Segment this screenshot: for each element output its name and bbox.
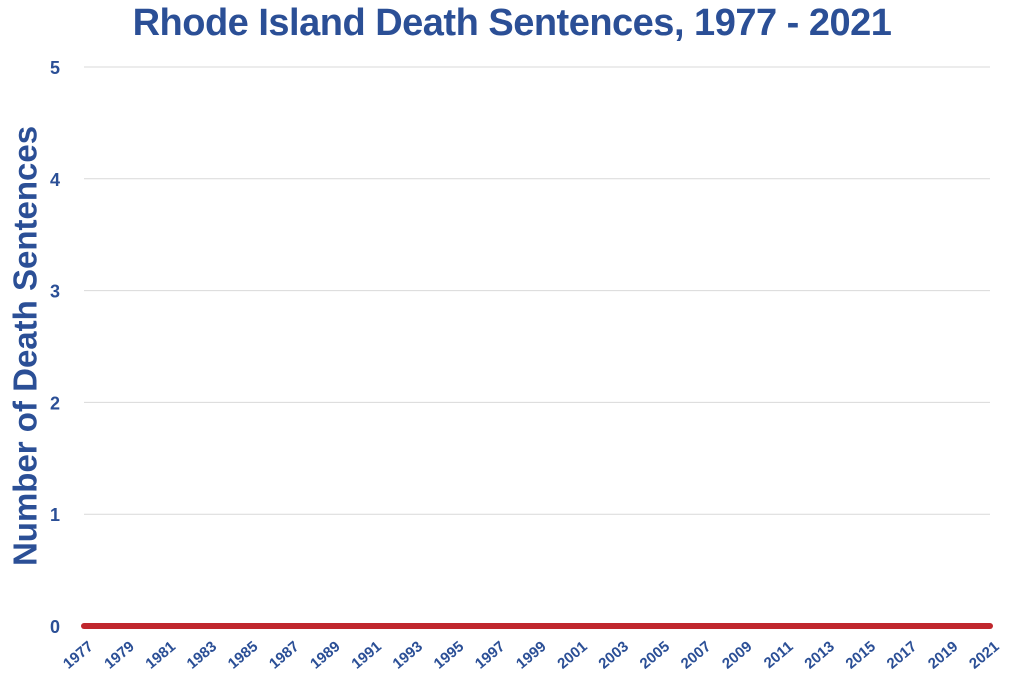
- x-tick-label: 2005: [637, 638, 673, 672]
- x-tick-label: 1977: [60, 638, 96, 672]
- x-tick-label: 1997: [472, 638, 508, 672]
- x-axis-ticks: 1977 1979 1981 1983 1985 1987 1989 1991 1993 1995…: [60, 638, 1002, 672]
- x-tick-label: 2015: [843, 638, 879, 672]
- x-tick-label: 1989: [307, 638, 343, 672]
- x-tick-label: 1987: [266, 638, 302, 672]
- y-tick-label: 3: [50, 282, 60, 302]
- x-tick-label: 2007: [678, 638, 714, 672]
- x-tick-label: 2003: [595, 638, 631, 672]
- y-tick-label: 4: [50, 170, 60, 190]
- x-tick-label: 2001: [554, 638, 590, 672]
- gridlines: [84, 66, 990, 515]
- x-tick-label: 1993: [390, 638, 426, 672]
- y-tick-label: 0: [50, 617, 60, 637]
- x-tick-label: 1981: [142, 638, 178, 672]
- y-axis-ticks: 0 1 2 3 4 5: [50, 58, 60, 637]
- y-tick-label: 2: [50, 393, 60, 413]
- x-tick-label: 1985: [225, 638, 261, 672]
- x-tick-label: 1991: [348, 638, 384, 672]
- x-tick-label: 1979: [101, 638, 137, 672]
- y-axis-label: Number of Death Sentences: [7, 126, 44, 566]
- x-tick-label: 1999: [513, 638, 549, 672]
- x-tick-label: 2011: [761, 638, 797, 672]
- x-tick-label: 1983: [184, 638, 220, 672]
- x-tick-label: 2017: [884, 638, 920, 672]
- y-tick-label: 5: [50, 58, 60, 78]
- y-tick-label: 1: [50, 505, 60, 525]
- chart-title: Rhode Island Death Sentences, 1977 - 202…: [132, 2, 892, 44]
- x-tick-label: 2009: [719, 638, 755, 672]
- x-tick-label: 2021: [966, 638, 1002, 672]
- x-tick-label: 2019: [925, 638, 961, 672]
- x-tick-label: 1995: [431, 638, 467, 672]
- x-tick-label: 2013: [801, 638, 837, 672]
